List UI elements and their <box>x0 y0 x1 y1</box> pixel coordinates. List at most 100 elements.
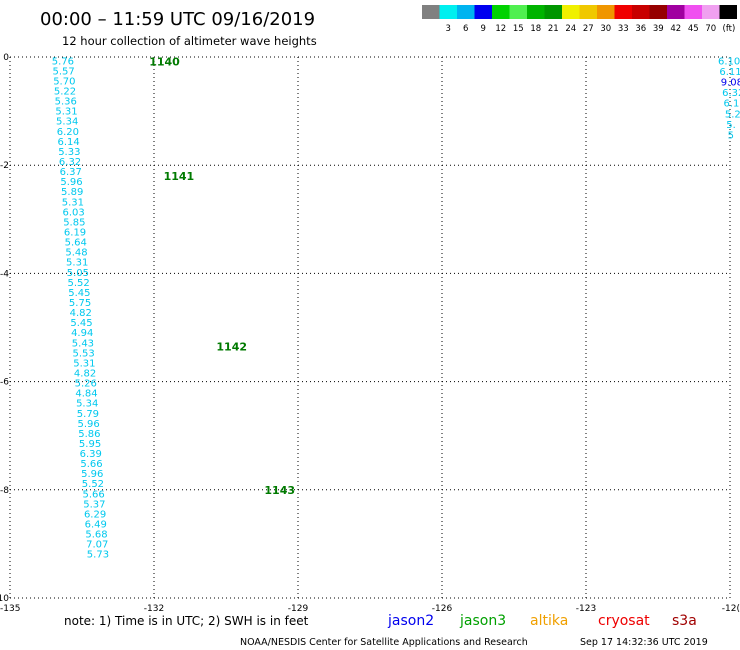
wave-value: 5.31 <box>73 358 95 369</box>
wave-value: 6.49 <box>85 520 107 531</box>
x-tick-label: -12( <box>722 604 740 614</box>
wave-value: 5.31 <box>55 107 77 118</box>
legend-swatch <box>457 5 475 19</box>
wave-height-values: 5.765.575.705.225.365.315.346.206.145.33… <box>52 56 740 560</box>
wave-value-edge: 6.32 <box>722 88 740 99</box>
footer-timestamp: Sep 17 14:32:36 UTC 2019 <box>580 637 708 648</box>
wave-value: 6.03 <box>62 207 84 218</box>
wave-value: 5.57 <box>52 66 74 77</box>
wave-value: 5.68 <box>85 530 107 541</box>
wave-value: 5.96 <box>60 177 82 188</box>
wave-value: 7.07 <box>86 540 108 551</box>
legend-swatch <box>562 5 580 19</box>
wave-value: 5.66 <box>83 489 105 500</box>
wave-value: 5.05 <box>67 268 89 279</box>
x-tick-label: -129 <box>288 604 309 614</box>
wave-value: 5.70 <box>53 76 75 87</box>
legend-swatch <box>492 5 510 19</box>
wave-value: 6.19 <box>64 228 86 239</box>
legend-swatch <box>527 5 545 19</box>
wave-value: 6.14 <box>57 137 79 148</box>
footer-credit: NOAA/NESDIS Center for Satellite Applica… <box>240 637 528 648</box>
x-tick-label: -126 <box>432 604 453 614</box>
wave-value: 5.36 <box>55 97 77 108</box>
satellite-jason2: jason2 <box>387 613 434 629</box>
wave-value: 5.96 <box>81 469 103 480</box>
wave-value: 5.89 <box>61 187 83 198</box>
satellite-jason3: jason3 <box>459 613 506 629</box>
wave-value-edge: 9.08 <box>721 78 740 89</box>
wave-value: 4.94 <box>71 328 93 339</box>
wave-value: 5.22 <box>54 87 76 98</box>
legend-swatch <box>439 5 457 19</box>
legend-swatch <box>614 5 632 19</box>
y-tick-label: -6 <box>0 378 9 388</box>
legend-swatch <box>649 5 667 19</box>
chart-title: 00:00 – 11:59 UTC 09/16/2019 <box>40 9 315 30</box>
wave-value: 5.45 <box>68 288 90 299</box>
satellite-legend: jason2 jason3 altika cryosat s3a <box>387 613 697 629</box>
legend-swatch <box>702 5 720 19</box>
pass-time-label: 1143 <box>264 484 295 497</box>
legend-label: 30 <box>600 24 611 34</box>
wave-value: 5.96 <box>78 419 100 430</box>
legend-label: 15 <box>513 24 524 34</box>
wave-value: 5.43 <box>72 338 94 349</box>
wave-value: 5.53 <box>72 348 94 359</box>
wave-value: 5.85 <box>63 217 85 228</box>
wave-value: 5.52 <box>82 479 104 490</box>
wave-value-edge: 6.11 <box>719 67 740 78</box>
legend-swatch <box>667 5 685 19</box>
wave-value-edge: 5.2 <box>725 109 740 120</box>
x-axis-ticks: -135 -132 -129 -126 -123 -12( <box>0 604 740 614</box>
x-tick-label: -132 <box>144 604 164 614</box>
legend-label: 33 <box>618 24 629 34</box>
wave-value-edge: 5 <box>728 130 734 141</box>
satellite-s3a: s3a <box>672 613 697 629</box>
wave-value: 4.82 <box>74 368 96 379</box>
wave-value: 4.82 <box>70 308 92 319</box>
legend-swatch <box>597 5 615 19</box>
legend-label: 36 <box>635 24 646 34</box>
wave-value: 4.84 <box>75 389 97 400</box>
legend-label: 21 <box>548 24 559 34</box>
wave-value: 5.66 <box>80 459 102 470</box>
legend-label: 12 <box>495 24 506 34</box>
legend-label: 24 <box>565 24 576 34</box>
x-tick-label: -123 <box>576 604 596 614</box>
wave-value: 5.45 <box>70 318 92 329</box>
y-tick-label: -10 <box>0 594 9 604</box>
pass-time-label: 1142 <box>216 340 247 353</box>
legend-label: 42 <box>670 24 681 34</box>
legend-label: 18 <box>530 24 541 34</box>
legend-swatch <box>544 5 562 19</box>
legend-label: 70 <box>705 24 716 34</box>
pass-time-label: 1141 <box>164 170 195 183</box>
legend-label: 3 <box>446 24 451 34</box>
footer-note: note: 1) Time is in UTC; 2) SWH is in fe… <box>64 614 309 628</box>
wave-value: 6.20 <box>57 127 79 138</box>
legend-label: 27 <box>583 24 594 34</box>
satellite-altika: altika <box>530 613 568 629</box>
color-scale-legend: 3 6 9 12 15 18 21 24 27 30 33 36 39 42 45 70 (ft) <box>422 5 737 34</box>
legend-unit: (ft) <box>723 24 736 34</box>
map-grid <box>9 56 731 599</box>
y-tick-label: 0 <box>3 53 9 63</box>
wave-value: 5.73 <box>87 550 109 561</box>
wave-value: 5.31 <box>66 258 88 269</box>
pass-time-labels: 1140 1141 1142 1143 <box>149 55 295 496</box>
wave-value: 5.48 <box>65 248 87 259</box>
legend-label: 39 <box>653 24 664 34</box>
wave-value: 5.64 <box>65 238 87 249</box>
wave-value: 5.34 <box>56 117 78 128</box>
legend-swatch <box>422 5 440 19</box>
wave-value: 5.79 <box>77 409 99 420</box>
wave-value: 5.37 <box>83 499 105 510</box>
y-tick-label: -4 <box>0 269 9 279</box>
wave-value: 5.31 <box>62 197 84 208</box>
wave-value: 5.34 <box>76 399 98 410</box>
wave-value-edge: 6.10 <box>718 56 740 67</box>
chart-subtitle: 12 hour collection of altimeter wave hei… <box>62 34 317 48</box>
wave-value: 5.26 <box>75 379 97 390</box>
